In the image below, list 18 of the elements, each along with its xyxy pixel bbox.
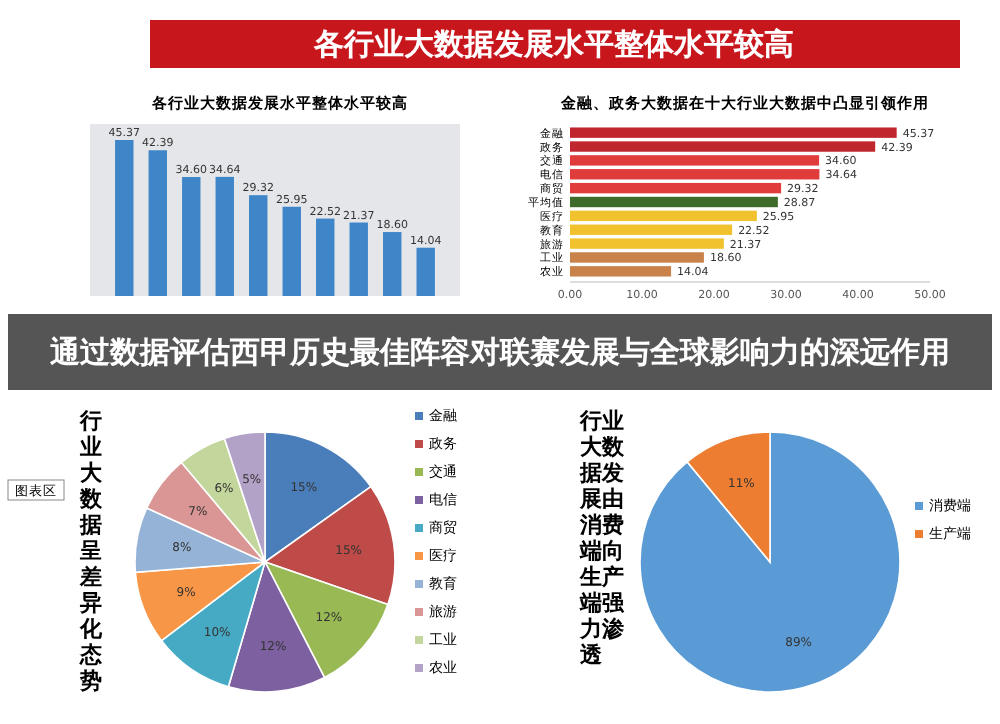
bar [416,247,435,296]
chart-title: 行业大数据发展由消费端向生产端强力渗透 [580,408,624,668]
pie-slice [639,431,901,693]
bar [148,150,167,296]
bar [383,232,402,296]
text: 各行业大数据发展水平整体水平较高 [312,26,794,62]
bar [115,140,134,296]
bar [570,196,778,208]
bar [570,210,757,222]
bar [316,218,335,296]
bar [249,195,268,296]
bar [182,177,201,296]
bar [215,176,234,296]
bar [349,222,368,296]
bar [282,206,301,296]
text: 通过数据评估西甲历史最佳阵容对联赛发展与全球影响力的深远作用 [48,334,950,370]
chart-title: 行业大数据呈差异化态势 [80,408,102,694]
bar [570,182,782,194]
